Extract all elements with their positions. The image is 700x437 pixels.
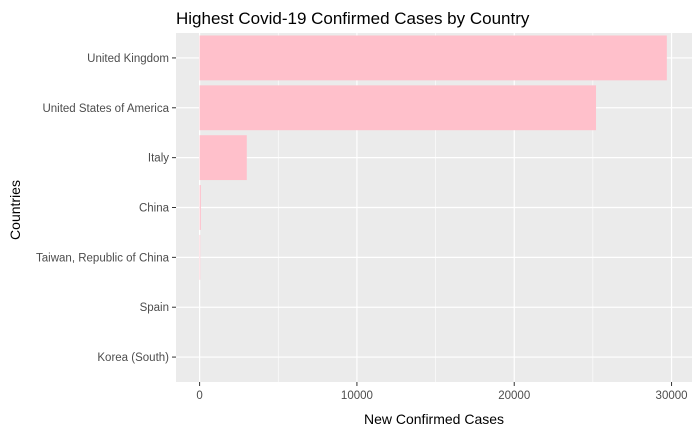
bar-china [199, 185, 201, 230]
y-axis-ticks: United Kingdom United States of America It… [36, 53, 176, 364]
y-tick-label: China [139, 203, 170, 215]
bars [199, 35, 667, 280]
y-tick-label: Spain [140, 302, 169, 314]
y-axis-title: Countries [7, 180, 23, 240]
x-tick-label: 30000 [656, 390, 688, 402]
x-tick-label: 10000 [341, 390, 373, 402]
y-tick-label: United States of America [42, 103, 169, 115]
x-tick-label: 20000 [498, 390, 530, 402]
bar-united-states-of-america [199, 85, 597, 131]
bar-united-kingdom [199, 35, 667, 81]
y-tick-label: Korea (South) [97, 352, 169, 364]
x-tick-label: 0 [196, 390, 202, 402]
y-tick-label: Taiwan, Republic of China [36, 252, 170, 264]
y-tick-label: Italy [148, 153, 169, 165]
bar-taiwan-republic-of-china [199, 234, 201, 280]
bar-italy [199, 135, 247, 181]
x-axis-title: New Confirmed Cases [364, 411, 504, 427]
x-axis-ticks: 0 10000 20000 30000 [196, 382, 688, 402]
chart-title: Highest Covid-19 Confirmed Cases by Coun… [176, 9, 530, 28]
y-tick-label: United Kingdom [87, 53, 169, 65]
